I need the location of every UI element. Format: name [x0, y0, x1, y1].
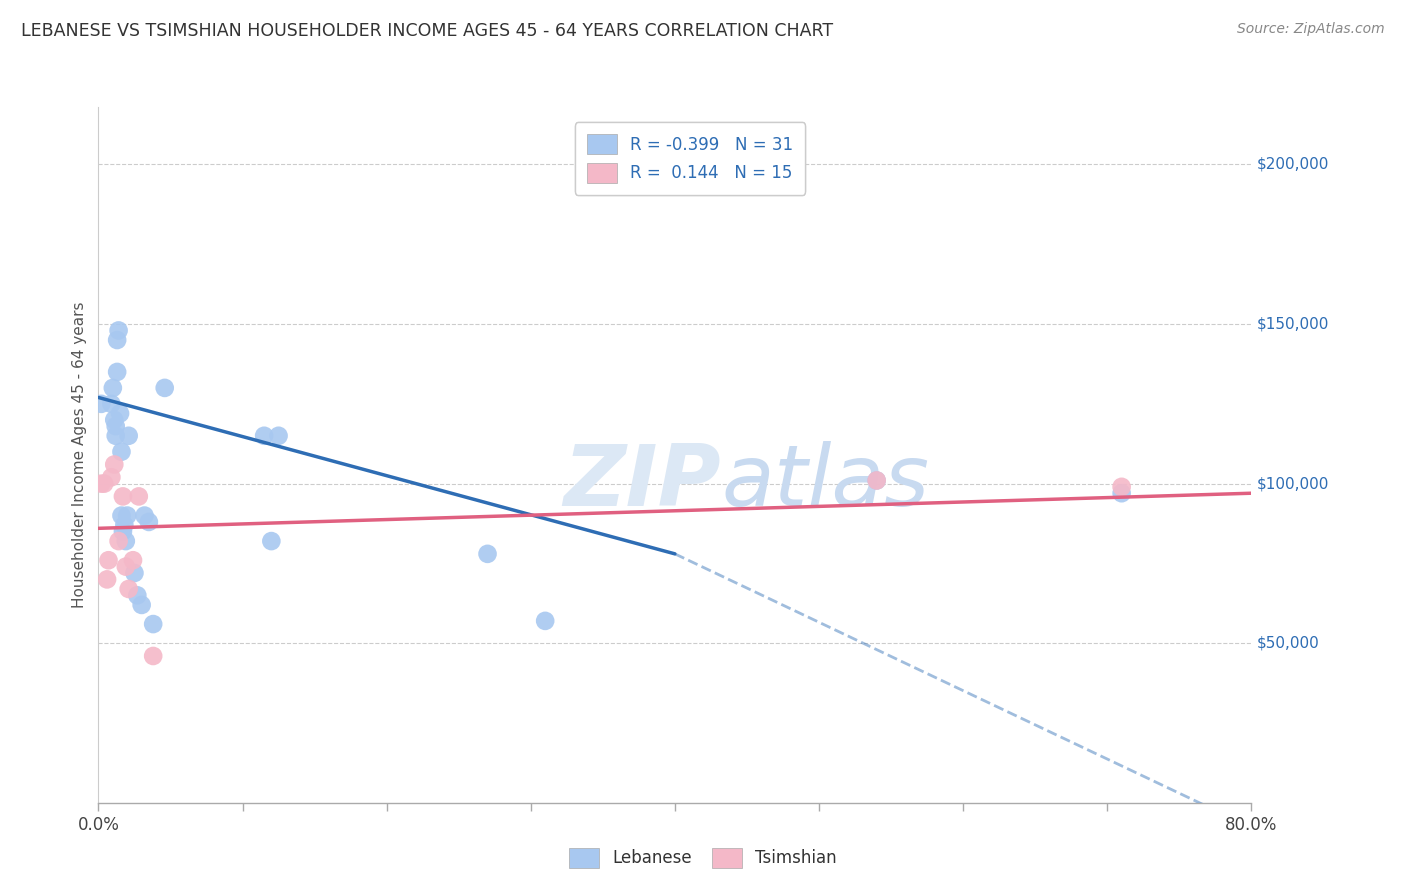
Point: [105, 333, 128, 347]
Text: $50,000: $50,000: [1257, 636, 1320, 651]
Point: [534, 614, 557, 628]
Point: [111, 524, 134, 539]
Point: [100, 397, 122, 411]
Point: [1111, 486, 1133, 500]
Point: [100, 470, 122, 484]
Point: [138, 515, 160, 529]
Point: [142, 617, 165, 632]
Point: [90, 397, 112, 411]
Point: [90, 476, 112, 491]
Point: [128, 490, 150, 504]
Point: [122, 553, 145, 567]
Point: [260, 534, 283, 549]
Point: [101, 381, 124, 395]
Point: [103, 413, 125, 427]
Point: [104, 419, 127, 434]
Legend: Lebanese, Tsimshian: Lebanese, Tsimshian: [562, 841, 844, 875]
Text: $200,000: $200,000: [1257, 157, 1330, 172]
Point: [1111, 480, 1133, 494]
Point: [97, 553, 120, 567]
Point: [124, 566, 146, 580]
Point: [131, 598, 153, 612]
Point: [114, 559, 136, 574]
Point: [267, 429, 290, 443]
Point: [134, 508, 156, 523]
Point: [118, 582, 141, 596]
Text: Source: ZipAtlas.com: Source: ZipAtlas.com: [1237, 22, 1385, 37]
Text: $150,000: $150,000: [1257, 317, 1330, 332]
Point: [111, 490, 134, 504]
Text: $100,000: $100,000: [1257, 476, 1330, 491]
Point: [108, 406, 131, 420]
Text: ZIP: ZIP: [564, 442, 721, 524]
Point: [142, 648, 165, 663]
Y-axis label: Householder Income Ages 45 - 64 years: Householder Income Ages 45 - 64 years: [72, 301, 87, 608]
Text: atlas: atlas: [721, 442, 929, 524]
Point: [107, 323, 129, 337]
Point: [477, 547, 499, 561]
Point: [153, 381, 176, 395]
Point: [127, 588, 149, 602]
Point: [118, 429, 141, 443]
Point: [114, 534, 136, 549]
Point: [93, 476, 115, 491]
Point: [253, 429, 276, 443]
Point: [110, 444, 132, 458]
Text: LEBANESE VS TSIMSHIAN HOUSEHOLDER INCOME AGES 45 - 64 YEARS CORRELATION CHART: LEBANESE VS TSIMSHIAN HOUSEHOLDER INCOME…: [21, 22, 834, 40]
Point: [107, 534, 129, 549]
Point: [96, 573, 118, 587]
Point: [117, 508, 138, 523]
Point: [103, 458, 125, 472]
Point: [110, 508, 132, 523]
Point: [112, 518, 135, 533]
Point: [866, 474, 889, 488]
Point: [104, 429, 127, 443]
Point: [866, 474, 889, 488]
Legend: R = -0.399   N = 31, R =  0.144   N = 15: R = -0.399 N = 31, R = 0.144 N = 15: [575, 122, 804, 194]
Point: [105, 365, 128, 379]
